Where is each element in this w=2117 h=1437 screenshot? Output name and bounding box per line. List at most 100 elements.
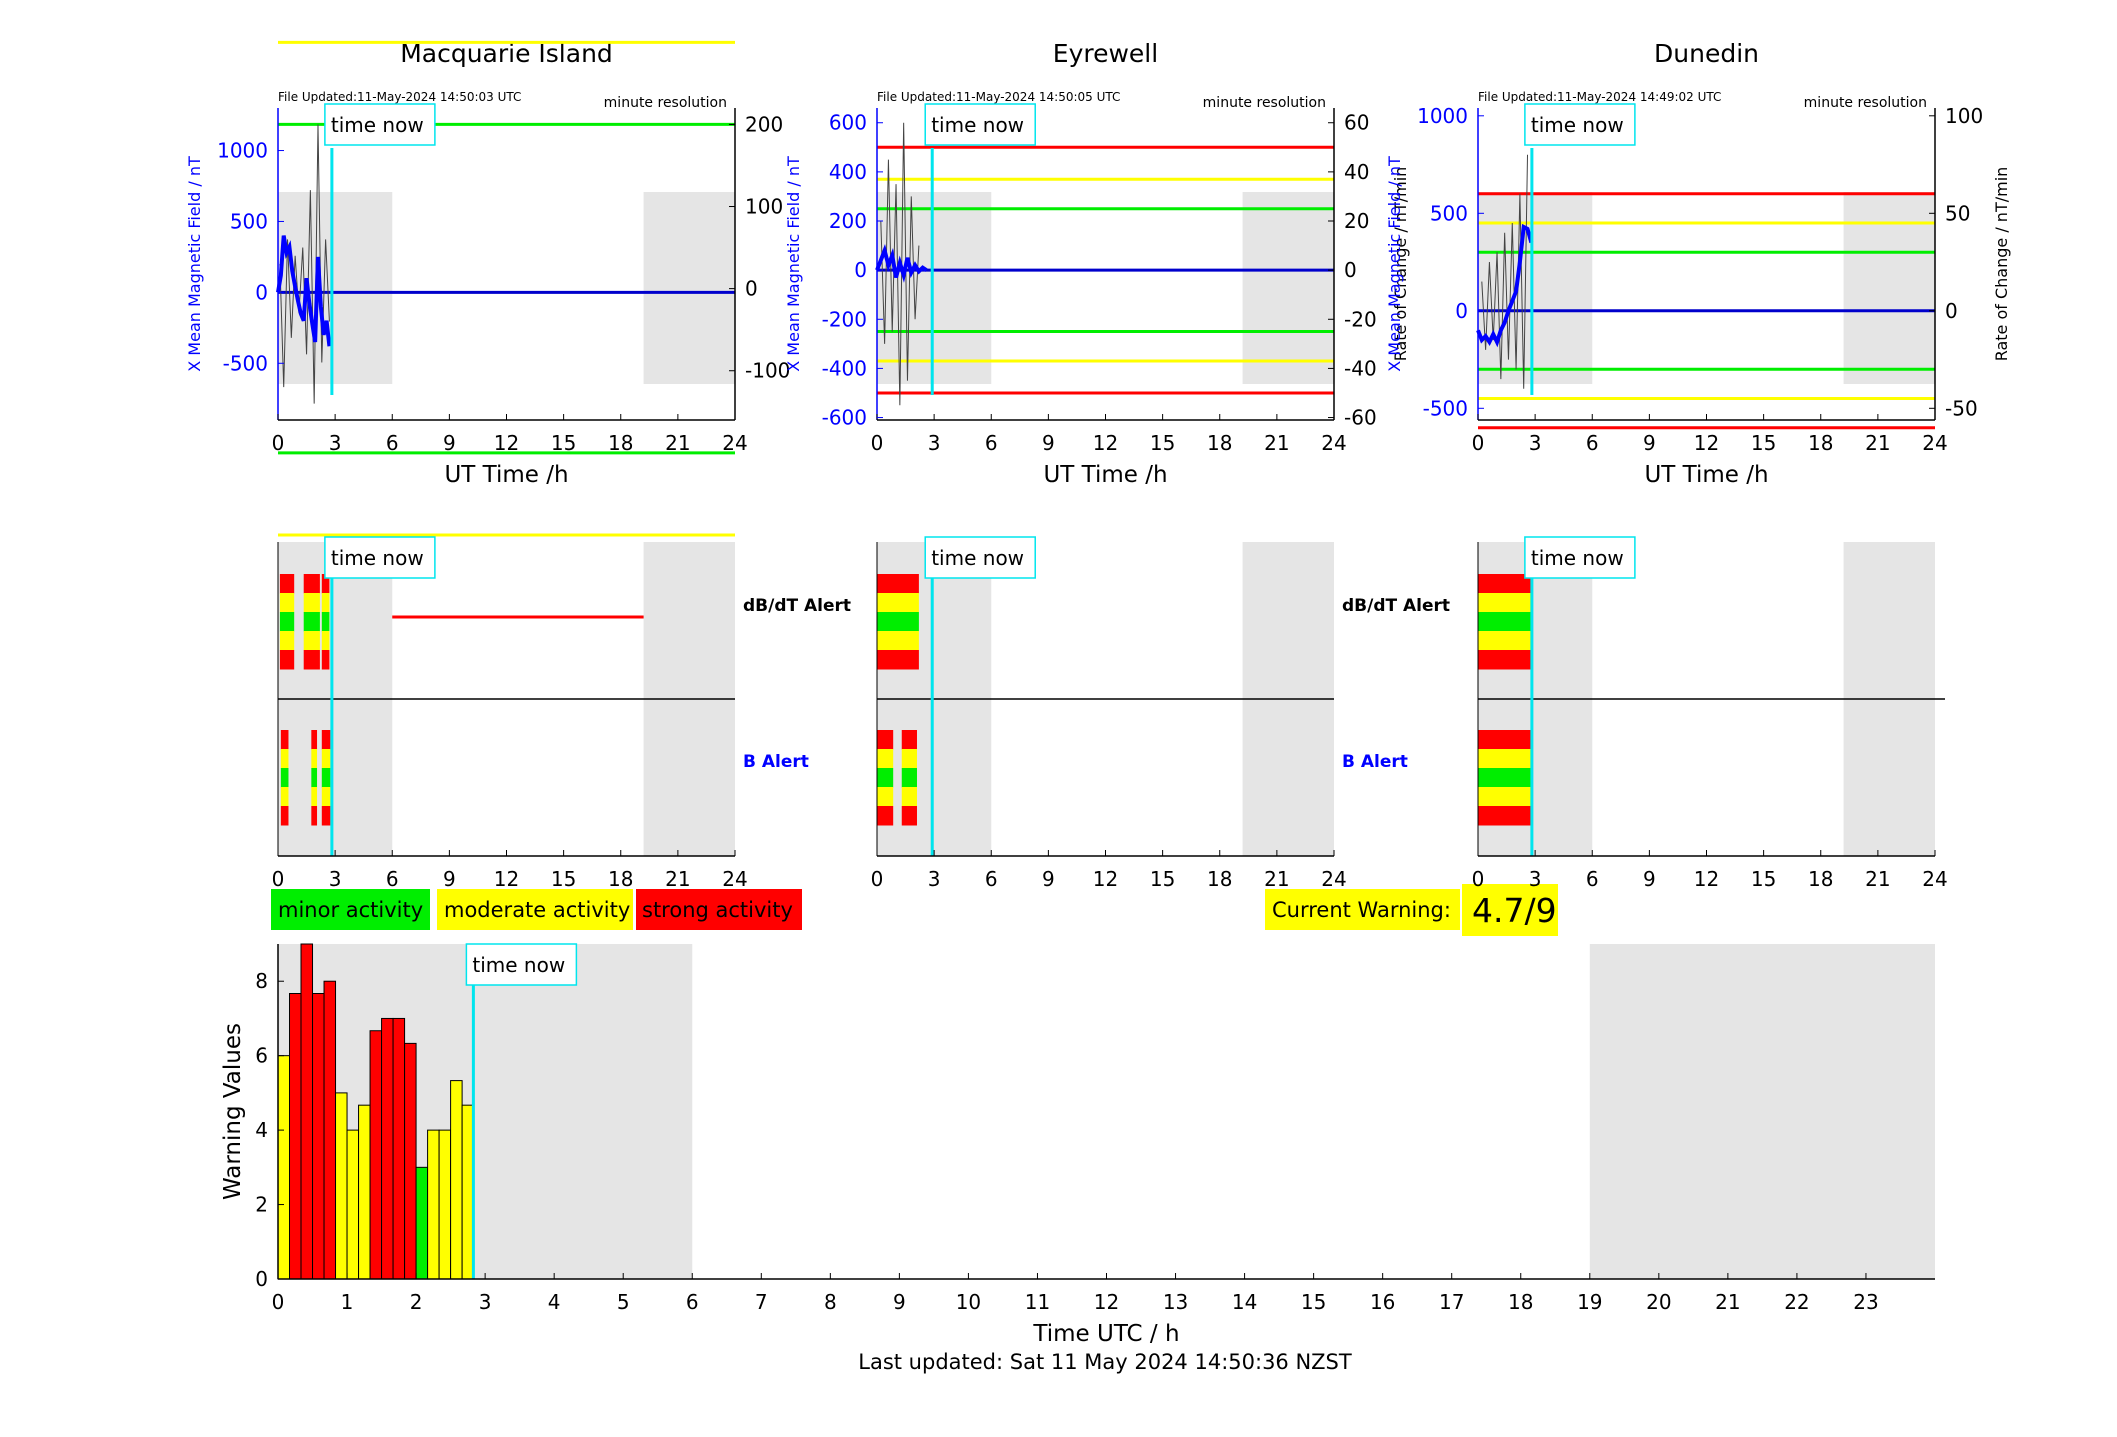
x-tick-label: 21	[1264, 431, 1289, 455]
y-right-tick-label: 0	[745, 277, 758, 301]
b-alert-segment	[321, 730, 331, 750]
x-tick-label: 3	[928, 431, 941, 455]
x-tick-label: 23	[1853, 1290, 1878, 1314]
x-tick-label: 15	[551, 867, 576, 891]
db-alert-label: dB/dT Alert	[743, 596, 851, 616]
x-tick-label: 12	[1694, 431, 1719, 455]
b-alert-segment	[311, 806, 318, 826]
y-left-axis-label: X Mean Magnetic Field / nT	[784, 156, 803, 372]
x-tick-label: 0	[1472, 867, 1485, 891]
y-right-tick-label: 60	[1344, 111, 1369, 135]
db-alert-segment	[303, 593, 320, 613]
b-alert-segment	[1478, 749, 1533, 769]
b-alert-segment	[311, 787, 318, 807]
x-tick-label: 9	[1643, 867, 1656, 891]
x-tick-label: 3	[329, 431, 342, 455]
x-tick-label: 0	[272, 867, 285, 891]
x-tick-label: 9	[893, 1290, 906, 1314]
y-left-tick-label: -400	[822, 356, 867, 380]
time-now-label: time now	[472, 953, 565, 977]
db-alert-segment	[877, 593, 919, 613]
station-panel-1: Eyrewell File Updated:11-May-2024 14:50:0…	[784, 39, 1410, 488]
x-tick-label: 18	[1508, 1290, 1533, 1314]
y-right-tick-label: 40	[1344, 160, 1369, 184]
y-right-axis-label: Rate of Change / nT/min	[1992, 167, 2011, 362]
x-tick-label: 18	[1808, 867, 1833, 891]
y-left-axis-label: X Mean Magnetic Field / nT	[1385, 156, 1404, 372]
file-updated-label: File Updated:11-May-2024 14:50:03 UTC	[278, 90, 521, 104]
x-tick-label: 9	[443, 431, 456, 455]
x-tick-label: 21	[1865, 867, 1890, 891]
x-tick-label: 18	[1207, 431, 1232, 455]
warning-bar	[381, 1017, 394, 1280]
x-tick-label: 8	[824, 1290, 837, 1314]
y-left-tick-label: 1000	[1417, 104, 1468, 128]
x-tick-label: 24	[722, 431, 747, 455]
db-alert-segment	[321, 650, 330, 670]
night-band	[643, 192, 735, 384]
y-axis-label: Warning Values	[220, 1023, 246, 1200]
last-updated: Last updated: Sat 11 May 2024 14:50:36 N…	[858, 1350, 1352, 1374]
warning-bar	[277, 1055, 291, 1280]
db-alert-segment	[877, 650, 919, 670]
y-right-tick-label: 0	[1344, 258, 1357, 282]
y-right-tick-label: 20	[1344, 209, 1369, 233]
b-alert-segment	[901, 749, 917, 769]
warning-bar	[438, 1129, 452, 1280]
x-tick-label: 20	[1646, 1290, 1671, 1314]
x-tick-label: 6	[985, 431, 998, 455]
x-tick-label: 18	[1808, 431, 1833, 455]
resolution-label: minute resolution	[1804, 95, 1927, 111]
db-alert-segment	[279, 593, 295, 613]
x-tick-label: 21	[665, 867, 690, 891]
x-tick-label: 19	[1577, 1290, 1602, 1314]
x-tick-label: 21	[1865, 431, 1890, 455]
b-alert-segment	[1478, 730, 1533, 750]
db-alert-segment	[321, 574, 330, 594]
b-alert-segment	[1478, 806, 1533, 826]
time-now-box	[924, 103, 1036, 146]
time-now-label: time now	[1531, 113, 1624, 137]
x-tick-label: 18	[608, 867, 633, 891]
x-tick-label: 3	[928, 867, 941, 891]
db-alert-segment	[303, 574, 320, 594]
y-left-tick-label: 1000	[217, 139, 268, 163]
magnetometer-panels: Macquarie Island File Updated:11-May-2024…	[185, 39, 2011, 619]
x-tick-label: 12	[494, 867, 519, 891]
time-now-label: time now	[931, 113, 1024, 137]
station-title: Macquarie Island	[400, 39, 613, 68]
db-alert-segment	[279, 612, 295, 632]
y-right-tick-label: 200	[745, 112, 783, 136]
y-left-tick-label: -600	[822, 406, 867, 430]
y-right-tick-label: -100	[745, 359, 790, 383]
x-tick-label: 24	[1922, 867, 1947, 891]
x-tick-label: 9	[1042, 867, 1055, 891]
current-warning-value-box	[1462, 884, 1558, 936]
night-band	[1589, 944, 1935, 1279]
db-alert-segment	[321, 631, 330, 651]
y-left-tick-label: 0	[854, 258, 867, 282]
x-tick-label: 6	[386, 431, 399, 455]
x-tick-label: 11	[1025, 1290, 1050, 1314]
b-alert-label: B Alert	[1342, 752, 1408, 772]
warning-bar	[335, 1092, 348, 1280]
db-alert-segment	[279, 650, 295, 670]
x-tick-label: 4	[548, 1290, 561, 1314]
x-tick-label: 9	[443, 867, 456, 891]
b-alert-segment	[280, 730, 289, 750]
station-panel-0: Macquarie Island File Updated:11-May-2024…	[185, 39, 790, 619]
db-alert-segment	[303, 631, 320, 651]
x-tick-label: 3	[479, 1290, 492, 1314]
db-alert-segment	[1478, 574, 1533, 594]
y-left-tick-label: 0	[1455, 299, 1468, 323]
x-axis-label: UT Time /h	[444, 462, 568, 488]
b-alert-segment	[311, 768, 318, 788]
night-band	[1242, 192, 1334, 384]
y-right-axis-label: Rate of Change / nT/min	[1391, 167, 1410, 362]
warning-bar	[369, 1030, 383, 1280]
warning-bar	[312, 993, 325, 1280]
x-tick-label: 0	[272, 431, 285, 455]
y-tick-label: 4	[255, 1118, 268, 1142]
warning-bar	[404, 1042, 417, 1280]
db-alert-segment	[1478, 612, 1533, 632]
